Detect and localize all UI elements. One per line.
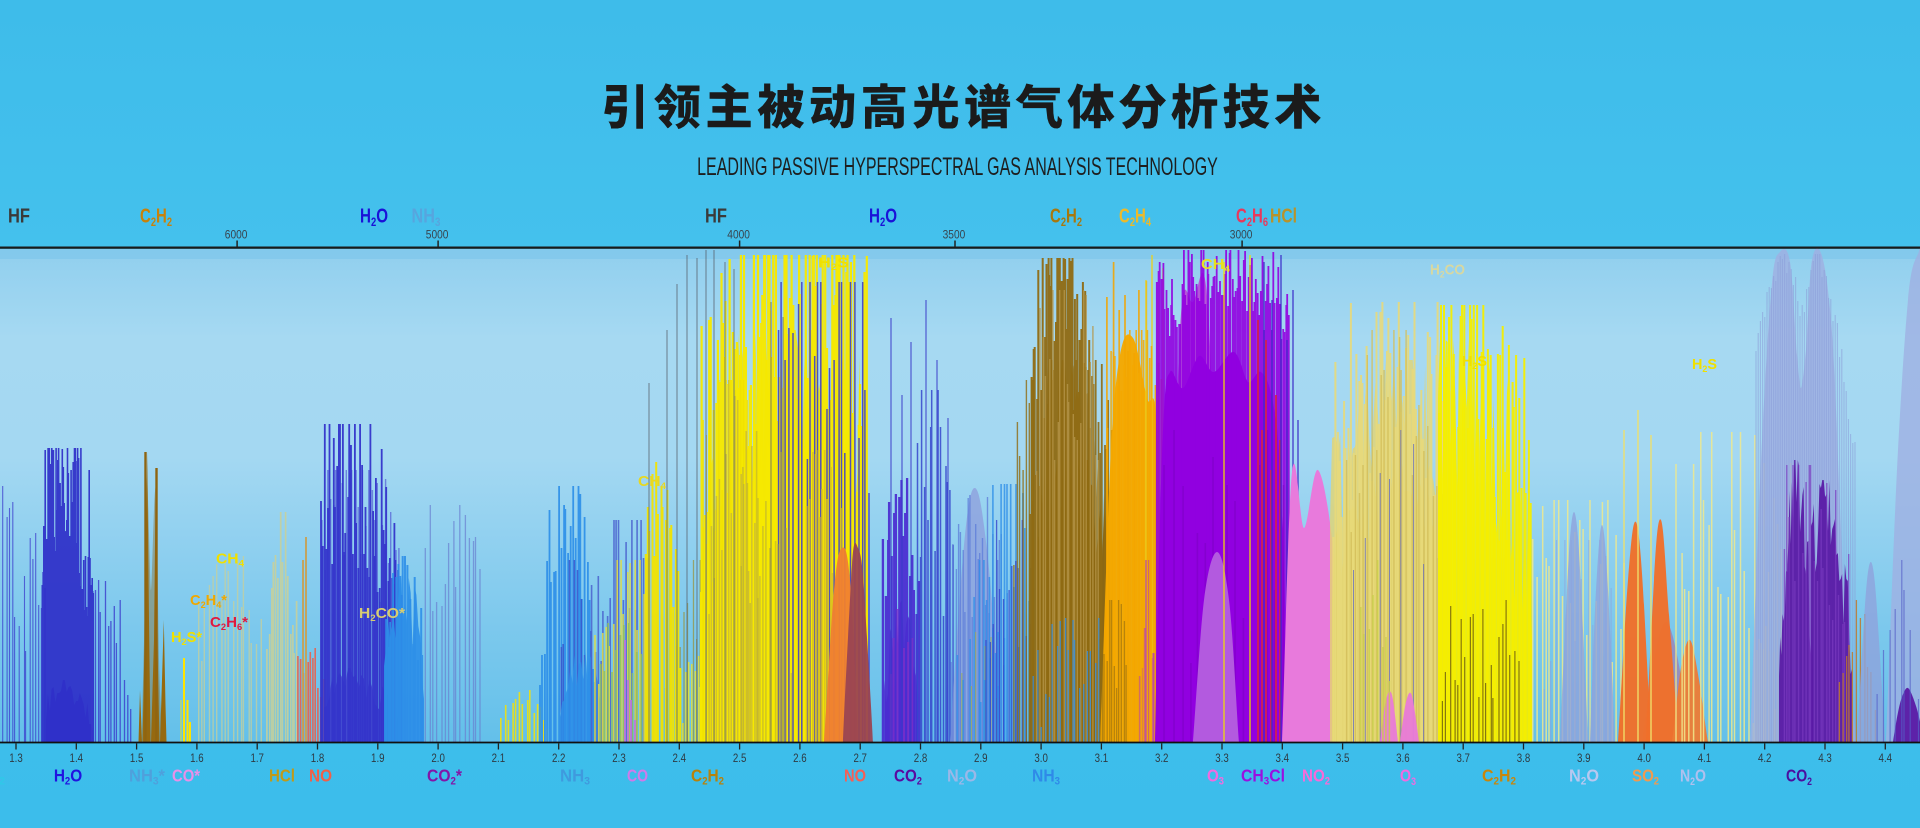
svg-text:CO2: CO2 bbox=[1786, 767, 1812, 788]
svg-text:CO: CO bbox=[627, 767, 648, 786]
svg-text:2: 2 bbox=[0, 776, 5, 788]
svg-text:C2H6: C2H6 bbox=[1236, 204, 1268, 229]
svg-text:C2H4*: C2H4* bbox=[190, 593, 227, 610]
svg-text:LEADING PASSIVE HYPERSPECTRAL: LEADING PASSIVE HYPERSPECTRAL GAS ANALYS… bbox=[697, 154, 1218, 181]
svg-text:1.6: 1.6 bbox=[190, 752, 204, 765]
svg-text:1.5: 1.5 bbox=[130, 752, 144, 765]
svg-text:1.3: 1.3 bbox=[9, 752, 23, 765]
svg-text:CO2: CO2 bbox=[894, 767, 922, 788]
svg-text:HF: HF bbox=[8, 204, 30, 227]
svg-text:3000: 3000 bbox=[1230, 229, 1253, 242]
svg-text:HF: HF bbox=[705, 204, 727, 227]
svg-text:NO: NO bbox=[309, 767, 332, 786]
svg-text:4.3: 4.3 bbox=[1818, 752, 1832, 765]
svg-text:3.1: 3.1 bbox=[1095, 752, 1109, 765]
svg-text:C2H2: C2H2 bbox=[1050, 204, 1082, 229]
svg-text:SO2: SO2 bbox=[1632, 767, 1659, 788]
svg-text:H2S: H2S bbox=[1692, 357, 1717, 374]
svg-text:1.8: 1.8 bbox=[311, 752, 325, 765]
svg-text:2.4: 2.4 bbox=[673, 752, 687, 765]
svg-text:1.7: 1.7 bbox=[250, 752, 264, 765]
svg-text:C2H4: C2H4 bbox=[1119, 204, 1152, 229]
svg-text:4.2: 4.2 bbox=[1758, 752, 1772, 765]
svg-text:1.9: 1.9 bbox=[371, 752, 385, 765]
svg-text:C2H2: C2H2 bbox=[140, 204, 172, 229]
svg-text:3.6: 3.6 bbox=[1396, 752, 1410, 765]
svg-text:4.0: 4.0 bbox=[1637, 752, 1651, 765]
svg-text:CH4: CH4 bbox=[216, 551, 245, 568]
svg-text:H2CO: H2CO bbox=[1430, 261, 1465, 279]
svg-text:CH4: CH4 bbox=[638, 474, 667, 491]
svg-text:C2H2: C2H2 bbox=[1482, 766, 1516, 788]
svg-text:HCl: HCl bbox=[1270, 205, 1297, 227]
svg-text:H2S: H2S bbox=[818, 255, 849, 273]
svg-text:3.2: 3.2 bbox=[1155, 752, 1169, 765]
svg-text:H2CO*: H2CO* bbox=[359, 605, 405, 622]
svg-text:N2O: N2O bbox=[1569, 766, 1599, 788]
svg-text:2.9: 2.9 bbox=[974, 752, 988, 765]
svg-text:3500: 3500 bbox=[943, 229, 966, 242]
svg-text:HCl: HCl bbox=[269, 767, 295, 786]
svg-text:5000: 5000 bbox=[426, 229, 449, 242]
svg-text:O3: O3 bbox=[1207, 767, 1224, 788]
svg-text:3.4: 3.4 bbox=[1276, 752, 1290, 765]
svg-text:CO2*: CO2* bbox=[427, 766, 462, 788]
svg-text:3.0: 3.0 bbox=[1034, 752, 1048, 765]
svg-text:N2O: N2O bbox=[1680, 767, 1706, 788]
svg-text:H2O: H2O bbox=[869, 204, 897, 229]
svg-text:2.0: 2.0 bbox=[431, 752, 445, 765]
svg-text:N2O: N2O bbox=[947, 766, 977, 788]
svg-text:C2H2: C2H2 bbox=[691, 767, 724, 788]
svg-text:3.9: 3.9 bbox=[1577, 752, 1591, 765]
svg-text:2.3: 2.3 bbox=[612, 752, 626, 765]
svg-text:3.3: 3.3 bbox=[1215, 752, 1229, 765]
svg-text:CH4: CH4 bbox=[1201, 257, 1231, 275]
svg-text:H2S: H2S bbox=[1462, 354, 1487, 371]
svg-text:H2O: H2O bbox=[360, 204, 388, 229]
svg-text:2.6: 2.6 bbox=[793, 752, 807, 765]
svg-text:1.4: 1.4 bbox=[70, 752, 84, 765]
svg-text:2.1: 2.1 bbox=[492, 752, 506, 765]
svg-text:NH3: NH3 bbox=[412, 205, 441, 229]
svg-text:O3: O3 bbox=[1400, 767, 1416, 788]
svg-text:2.8: 2.8 bbox=[914, 752, 928, 765]
svg-text:CH3Cl: CH3Cl bbox=[1241, 766, 1285, 788]
svg-text:NH3: NH3 bbox=[1032, 766, 1060, 788]
svg-text:4000: 4000 bbox=[727, 229, 750, 242]
svg-text:NH3*: NH3* bbox=[129, 766, 165, 788]
svg-text:NO: NO bbox=[844, 766, 866, 786]
svg-text:3.8: 3.8 bbox=[1517, 752, 1531, 765]
svg-text:H2S*: H2S* bbox=[171, 630, 202, 647]
svg-text:H2O: H2O bbox=[54, 767, 83, 788]
svg-text:CO*: CO* bbox=[172, 766, 201, 785]
svg-text:2.7: 2.7 bbox=[853, 752, 867, 765]
svg-text:3.7: 3.7 bbox=[1456, 752, 1470, 765]
svg-text:2.5: 2.5 bbox=[733, 752, 747, 765]
svg-text:NH3: NH3 bbox=[560, 765, 590, 787]
svg-text:NO2: NO2 bbox=[1302, 767, 1330, 788]
svg-text:4.4: 4.4 bbox=[1879, 752, 1893, 765]
svg-text:C2H6*: C2H6* bbox=[210, 615, 248, 631]
svg-text:2.2: 2.2 bbox=[552, 752, 566, 765]
svg-text:4.1: 4.1 bbox=[1698, 752, 1712, 765]
svg-text:6000: 6000 bbox=[225, 229, 248, 242]
svg-text:3.5: 3.5 bbox=[1336, 752, 1350, 765]
